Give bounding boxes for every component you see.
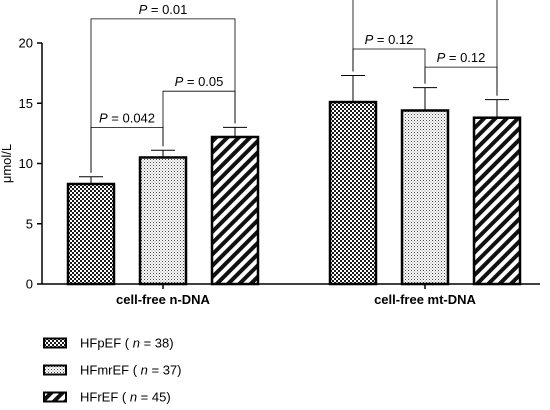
x-category-label: cell-free n-DNA (116, 292, 211, 307)
bar (138, 156, 188, 286)
significance-bracket (352, 0, 498, 96)
p-value-label: P = 0.12 (437, 50, 486, 65)
legend-swatch (43, 364, 67, 376)
significance-bracket (162, 90, 236, 147)
y-tick-label: 15 (19, 96, 33, 111)
significance-bracket (424, 66, 498, 96)
bar (472, 116, 522, 286)
bar (66, 182, 116, 286)
p-value-label: P = 0.042 (99, 110, 155, 125)
legend-swatch (43, 337, 67, 349)
x-category-label: cell-free mt-DNA (374, 292, 476, 307)
bar (210, 135, 260, 286)
significance-bracket (90, 18, 236, 173)
p-value-label: P = 0.05 (175, 74, 224, 89)
p-value-label: P = 0.01 (139, 2, 188, 17)
p-value-label: P = 0.12 (365, 32, 414, 47)
legend-entry: HFpEF ( n = 38) (80, 336, 174, 351)
legend-entry: HFrEF ( n = 45) (80, 390, 171, 405)
legend-swatch (43, 391, 67, 403)
y-tick-label: 5 (26, 216, 33, 231)
y-axis-label: μmol/L (0, 144, 14, 183)
bar (400, 109, 450, 286)
y-tick-label: 0 (26, 277, 33, 292)
y-tick-label: 20 (19, 36, 33, 51)
legend-entry: HFmrEF ( n = 37) (80, 363, 182, 378)
bar (328, 100, 378, 286)
y-tick-label: 10 (19, 156, 33, 171)
significance-bracket (352, 48, 426, 84)
